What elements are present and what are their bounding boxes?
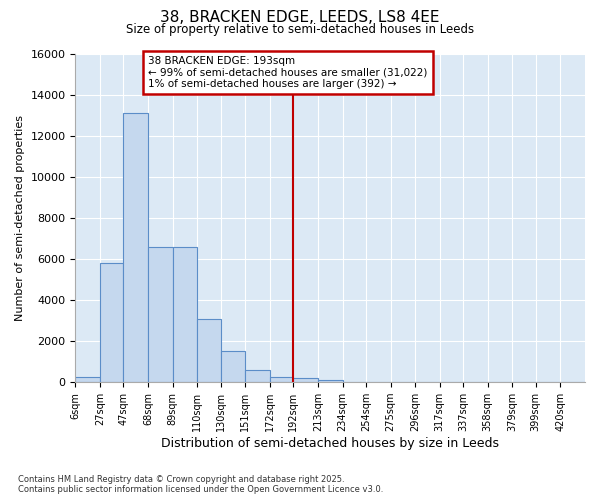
- Bar: [197, 318, 221, 382]
- Text: 38 BRACKEN EDGE: 193sqm
← 99% of semi-detached houses are smaller (31,022)
1% of: 38 BRACKEN EDGE: 193sqm ← 99% of semi-de…: [148, 56, 427, 90]
- X-axis label: Distribution of semi-detached houses by size in Leeds: Distribution of semi-detached houses by …: [161, 437, 499, 450]
- Bar: [245, 370, 270, 382]
- Bar: [173, 247, 197, 382]
- Y-axis label: Number of semi-detached properties: Number of semi-detached properties: [15, 115, 25, 321]
- Bar: [293, 378, 318, 382]
- Bar: [270, 377, 293, 382]
- Bar: [221, 352, 245, 382]
- Bar: [318, 380, 343, 382]
- Text: Size of property relative to semi-detached houses in Leeds: Size of property relative to semi-detach…: [126, 22, 474, 36]
- Text: Contains HM Land Registry data © Crown copyright and database right 2025.
Contai: Contains HM Land Registry data © Crown c…: [18, 474, 383, 494]
- Bar: [76, 376, 100, 382]
- Bar: [148, 247, 173, 382]
- Bar: [124, 114, 148, 382]
- Bar: [100, 263, 124, 382]
- Text: 38, BRACKEN EDGE, LEEDS, LS8 4EE: 38, BRACKEN EDGE, LEEDS, LS8 4EE: [160, 10, 440, 25]
